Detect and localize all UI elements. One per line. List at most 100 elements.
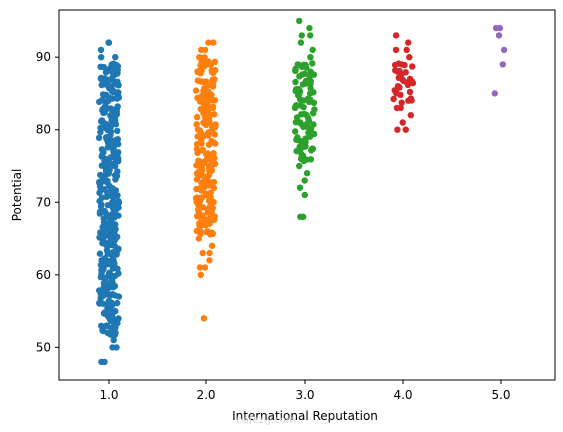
data-point-3-0 [301,177,308,184]
data-point-1-0 [111,113,118,120]
data-point-2-0 [204,206,211,213]
data-point-3-0 [298,144,306,151]
data-point-1-0 [115,89,122,96]
x-tick-label: 2.0 [196,388,215,402]
data-point-3-0 [293,102,300,109]
y-axis-ticks: 50 60 70 80 90 [36,50,59,354]
data-point-2-0 [196,98,204,105]
data-point-1-0 [107,144,114,151]
data-point-3-0 [307,32,314,39]
data-point-2-0 [194,77,201,84]
data-point-3-0 [307,68,314,75]
data-point-4-0 [399,119,406,126]
data-point-3-0 [307,96,314,104]
x-axis-ticks: 1.0 2.0 3.0 4.0 5.0 [99,380,511,402]
data-point-5-0 [491,90,498,97]
data-point-2-0 [208,91,215,99]
data-point-1-0 [98,257,105,264]
data-point-1-0 [97,63,104,70]
data-point-3-0 [307,85,314,92]
data-point-4-0 [394,83,402,90]
data-point-3-0 [308,147,315,154]
data-point-1-0 [106,213,113,220]
data-point-4-0 [393,90,400,97]
data-points [95,17,508,366]
data-point-1-0 [106,315,113,322]
data-point-2-0 [209,204,216,212]
data-point-3-0 [292,78,299,86]
data-point-2-0 [196,158,203,165]
data-point-1-0 [115,212,122,219]
data-point-4-0 [390,95,397,103]
data-point-1-0 [97,118,105,125]
data-point-1-0 [114,168,121,175]
data-point-1-0 [99,96,106,103]
data-point-1-0 [114,103,121,110]
data-point-3-0 [303,170,311,177]
data-point-2-0 [201,264,209,271]
data-point-4-0 [405,97,412,104]
data-point-1-0 [107,128,115,135]
data-point-2-0 [207,213,215,220]
data-point-2-0 [193,121,200,128]
data-point-3-0 [293,86,300,93]
data-point-1-0 [105,97,112,105]
data-point-1-0 [114,78,121,86]
data-point-1-0 [98,54,105,61]
data-point-3-0 [292,128,299,135]
data-point-4-0 [405,39,412,46]
data-point-2-0 [207,193,214,201]
data-point-1-0 [98,201,105,208]
data-point-2-0 [199,93,206,100]
data-point-3-0 [301,191,308,199]
data-point-3-0 [298,32,305,39]
data-point-1-0 [104,202,112,209]
data-point-1-0 [96,250,104,257]
data-point-1-0 [97,180,104,187]
data-point-4-0 [402,69,409,76]
data-point-1-0 [97,74,105,82]
data-point-2-0 [208,68,216,75]
data-point-1-0 [111,260,118,267]
data-point-1-0 [99,91,107,98]
data-point-2-0 [201,46,209,54]
data-point-4-0 [403,46,410,54]
data-point-1-0 [108,301,116,308]
data-point-1-0 [112,54,119,61]
x-tick-label: 1.0 [99,388,118,402]
data-point-5-0 [500,46,508,54]
data-point-3-0 [300,97,307,104]
data-point-2-0 [204,228,211,235]
data-point-2-0 [199,249,206,257]
data-point-3-0 [297,39,305,46]
data-point-3-0 [294,134,301,141]
data-point-2-0 [196,54,203,61]
data-point-4-0 [398,61,405,68]
data-point-1-0 [109,185,116,192]
data-point-3-0 [300,157,308,165]
data-point-2-0 [197,228,204,235]
data-point-2-0 [203,156,210,163]
data-point-3-0 [307,54,314,61]
data-point-2-0 [192,87,200,94]
data-point-3-0 [300,104,307,111]
data-point-1-0 [108,272,115,279]
data-point-3-0 [296,162,303,170]
x-tick-label: 4.0 [393,388,412,402]
data-point-1-0 [105,228,112,235]
data-point-1-0 [114,127,121,135]
data-point-1-0 [109,344,116,351]
data-point-1-0 [108,193,116,200]
data-point-3-0 [298,150,305,158]
data-point-1-0 [107,220,114,227]
data-point-2-0 [206,257,213,264]
data-point-1-0 [115,204,122,211]
data-point-3-0 [301,70,308,77]
data-point-1-0 [104,177,111,185]
data-point-2-0 [204,178,211,185]
data-point-2-0 [208,242,216,249]
data-point-3-0 [295,92,302,99]
data-point-3-0 [296,17,303,25]
data-point-3-0 [302,77,310,85]
data-point-1-0 [115,199,123,207]
